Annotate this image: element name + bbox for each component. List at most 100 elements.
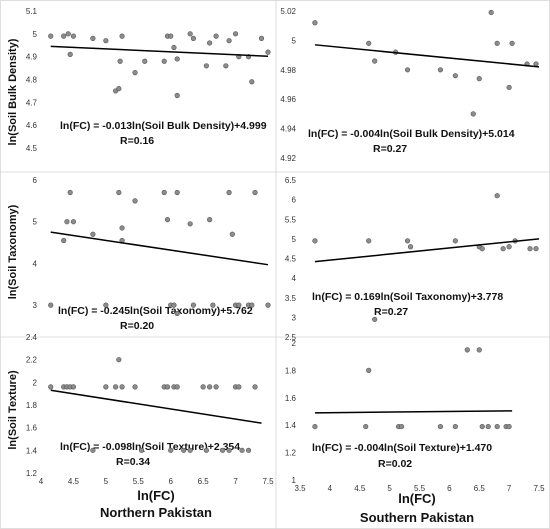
data-point xyxy=(372,58,378,64)
x-tick-label: 5.5 xyxy=(414,484,426,493)
trend-line xyxy=(50,389,262,424)
data-point xyxy=(168,33,174,39)
data-point xyxy=(236,384,242,390)
data-point xyxy=(132,70,138,76)
data-point xyxy=(116,189,122,196)
data-point xyxy=(190,302,197,308)
data-point xyxy=(226,189,232,196)
data-point xyxy=(103,384,109,390)
r-value-bulk-south: R=0.27 xyxy=(373,143,407,155)
data-point xyxy=(119,384,125,390)
y-tick-label: 4 xyxy=(33,259,38,268)
data-point xyxy=(500,246,506,252)
data-point xyxy=(223,63,229,69)
x-axis-label-north: ln(FC) xyxy=(137,488,175,503)
y-tick-label: 4.96 xyxy=(280,95,296,104)
data-point xyxy=(533,61,539,67)
y-tick-label: 1 xyxy=(292,476,297,485)
data-point xyxy=(239,447,245,453)
data-point xyxy=(90,35,96,42)
data-point xyxy=(174,384,180,390)
data-point xyxy=(404,67,411,73)
data-point xyxy=(494,193,500,199)
y-tick-label: 4 xyxy=(292,274,297,283)
data-point xyxy=(452,423,458,430)
data-point xyxy=(437,67,444,73)
data-point xyxy=(207,40,213,46)
data-point xyxy=(232,31,239,37)
y-tick-label: 4.5 xyxy=(285,255,297,264)
equation-tex-north: ln(FC) = -0.098ln(Soil Texture)+2.354 xyxy=(60,441,240,453)
equation-bulk-south: ln(FC) = -0.004ln(Soil Bulk Density)+5.0… xyxy=(308,128,515,140)
x-tick-label: 7.5 xyxy=(262,477,274,486)
y-tick-label: 1.2 xyxy=(285,449,297,458)
r-value-tex-north: R=0.34 xyxy=(116,456,150,468)
trend-line xyxy=(314,410,513,414)
data-point xyxy=(509,40,515,46)
equation-bulk-north: ln(FC) = -0.013ln(Soil Bulk Density)+4.9… xyxy=(60,120,267,132)
trend-line xyxy=(50,45,269,57)
data-point xyxy=(119,225,125,231)
data-point xyxy=(61,237,67,244)
data-point xyxy=(407,244,414,250)
data-point xyxy=(226,447,232,453)
data-point xyxy=(164,217,171,223)
x-tick-label: 7.5 xyxy=(533,484,545,493)
data-point xyxy=(404,238,411,244)
y-tick-label: 4.9 xyxy=(26,53,38,62)
x-tick-label: 7 xyxy=(233,477,238,486)
x-tick-label: 7 xyxy=(507,484,512,493)
x-tick-label: 3.5 xyxy=(294,484,306,493)
data-point xyxy=(174,189,180,196)
y-tick-label: 2.4 xyxy=(26,333,38,342)
data-point xyxy=(116,86,122,92)
data-point xyxy=(366,367,372,374)
data-point xyxy=(312,423,318,430)
data-point xyxy=(398,423,405,430)
data-point xyxy=(103,302,109,308)
y-tick-label: 1.4 xyxy=(285,421,297,430)
y-tick-label: 4.92 xyxy=(280,154,296,163)
data-point xyxy=(220,447,226,453)
x-axis-label-south: ln(FC) xyxy=(398,491,436,506)
data-point xyxy=(70,384,77,390)
y-tick-label: 3.5 xyxy=(285,294,297,303)
x-tick-label: 5.5 xyxy=(133,477,145,486)
y-tick-label: 5.02 xyxy=(280,7,296,16)
data-point xyxy=(174,56,180,62)
y-tick-label: 2 xyxy=(292,339,297,348)
y-tick-label: 6.5 xyxy=(285,176,297,185)
data-point xyxy=(171,302,177,308)
data-point xyxy=(187,221,193,227)
y-tick-label: 4.8 xyxy=(26,76,38,85)
data-point xyxy=(48,384,54,390)
y-tick-label: 5 xyxy=(33,218,38,227)
data-point xyxy=(506,423,512,430)
data-point xyxy=(190,35,197,42)
data-point xyxy=(70,219,77,225)
region-label-north: Northern Pakistan xyxy=(100,505,212,520)
y-tick-label: 3 xyxy=(292,313,297,322)
data-point xyxy=(488,9,494,16)
r-value-tax-south: R=0.27 xyxy=(374,306,408,318)
data-point xyxy=(229,231,235,237)
x-tick-label: 4 xyxy=(328,484,333,493)
y-tick-label: 4.7 xyxy=(26,98,38,107)
data-point xyxy=(171,44,177,51)
data-point xyxy=(485,423,491,430)
r-value-bulk-north: R=0.16 xyxy=(120,135,154,147)
data-point xyxy=(48,33,54,39)
data-point xyxy=(470,111,476,117)
y-tick-label: 1.6 xyxy=(285,394,297,403)
r-value-tex-south: R=0.02 xyxy=(378,458,412,470)
y-tick-label: 4.5 xyxy=(26,144,38,153)
y-tick-label: 5.1 xyxy=(26,7,38,16)
equation-tax-south: ln(FC) = 0.169ln(Soil Taxonomy)+3.778 xyxy=(312,291,503,303)
data-point xyxy=(132,384,138,390)
y-tick-label: 5.5 xyxy=(285,215,297,224)
data-point xyxy=(161,58,167,64)
data-point xyxy=(138,447,145,453)
y-tick-label: 1.4 xyxy=(26,446,38,455)
data-point xyxy=(245,447,252,453)
